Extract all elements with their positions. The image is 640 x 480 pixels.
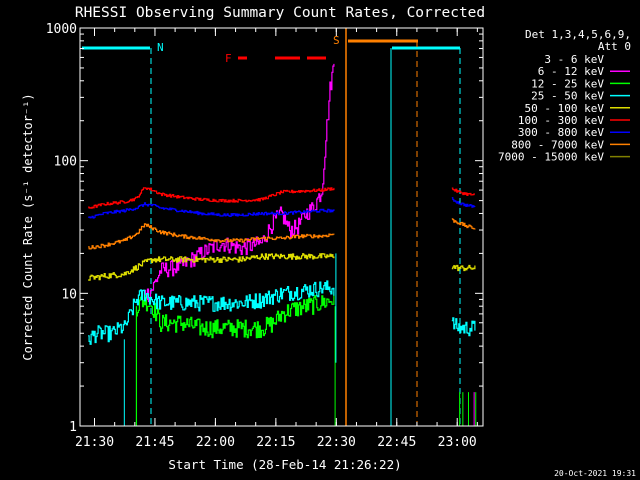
series-line <box>88 253 335 281</box>
x-tick-label: 22:30 <box>317 435 356 450</box>
x-axis: 21:30 21:45 22:00 22:15 22:30 22:45 23:00 <box>75 28 478 450</box>
y-tick-label: 10 <box>61 287 77 302</box>
flag-bars: N F S <box>82 28 461 426</box>
x-tick-label: 21:30 <box>75 435 114 450</box>
legend-entry-label: 50 - 100 keV <box>525 102 605 115</box>
series-line <box>451 264 476 272</box>
legend-header: Det 1,3,4,5,6,9, <box>525 28 631 41</box>
series-line <box>136 291 335 339</box>
y-tick-label: 100 <box>54 155 77 170</box>
series-line <box>88 280 335 345</box>
legend-entry-label: 300 - 800 keV <box>518 126 604 139</box>
legend-entry-label: 12 - 25 keV <box>531 77 604 90</box>
y-tick-label: 1000 <box>46 22 77 37</box>
x-tick-label: 21:45 <box>135 435 174 450</box>
y-tick-label: 1 <box>69 420 77 435</box>
chart-title: RHESSI Observing Summary Count Rates, Co… <box>75 5 485 21</box>
y-axis-label: Corrected Count Rate (s⁻¹ detector⁻¹) <box>21 93 35 360</box>
legend-entry-label: 6 - 12 keV <box>538 65 605 78</box>
series-line <box>88 202 335 219</box>
x-tick-label: 22:00 <box>196 435 235 450</box>
series-line <box>88 223 335 250</box>
legend-entry-label: 100 - 300 keV <box>518 114 604 127</box>
y-axis: 1 10 100 1000 <box>46 22 483 435</box>
legend-entry-label: 7000 - 15000 keV <box>498 151 604 164</box>
series-line <box>88 187 335 209</box>
legend-header: Att 0 <box>598 40 631 53</box>
series-line <box>451 187 475 196</box>
plot-series <box>88 63 477 426</box>
footer-timestamp: 20-Oct-2021 19:31 <box>554 469 636 478</box>
x-axis-label: Start Time (28-Feb-14 21:26:22) <box>168 457 401 472</box>
flare-flag-label: F <box>225 52 232 65</box>
series-line <box>451 218 476 230</box>
legend-entry-label: 25 - 50 keV <box>531 90 604 103</box>
x-tick-label: 22:45 <box>377 435 416 450</box>
saa-flag-label: S <box>333 34 340 47</box>
night-flag-label: N <box>157 41 164 54</box>
x-tick-label: 23:00 <box>438 435 477 450</box>
legend-entry-label: 3 - 6 keV <box>544 53 604 66</box>
series-line <box>451 317 476 337</box>
series-line <box>451 197 476 208</box>
x-tick-label: 22:15 <box>256 435 295 450</box>
legend-entry-label: 800 - 7000 keV <box>511 138 604 151</box>
plot-frame <box>79 27 484 427</box>
